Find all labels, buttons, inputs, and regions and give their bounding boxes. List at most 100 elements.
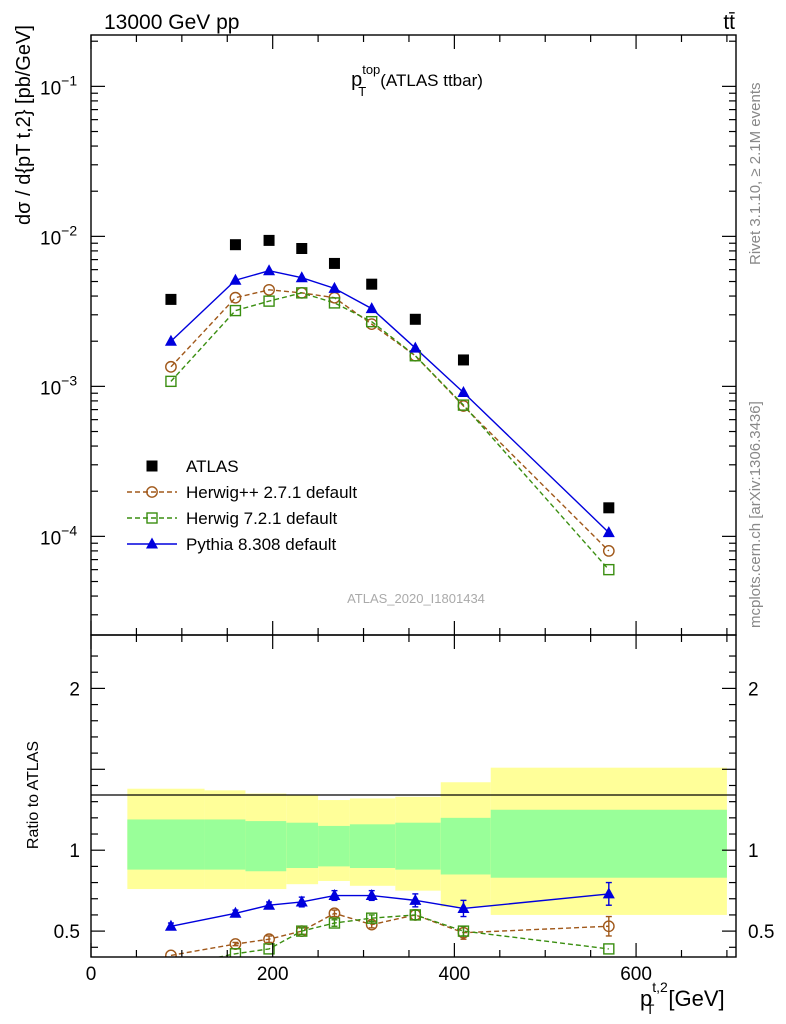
ratio-band-green: [349, 824, 396, 869]
ratio-y-axis-label: Ratio to ATLAS: [25, 741, 42, 849]
ratio-point-herwigpp: [602, 920, 615, 933]
main-point-atlas: [328, 257, 340, 269]
ratio-plot-panel: 0.5 0.5 1 1 2 2 0 200 400 600 Ratio to ATLAS pt,2…: [25, 634, 774, 1017]
ratio-band-green: [245, 821, 287, 872]
ratio-band-green: [286, 822, 319, 869]
main-point-atlas: [366, 278, 378, 290]
ratio-frame: [90, 634, 737, 958]
legend-label-atlas: ATLAS: [186, 457, 239, 476]
ratio-point-herwig7: [296, 925, 308, 937]
x-tick-label: 400: [439, 964, 471, 985]
main-point-atlas: [263, 234, 275, 246]
main-point-pythia: [164, 334, 177, 346]
mcplots-label: mcplots.cern.ch [arXiv:1306.3436]: [747, 401, 764, 628]
main-point-pythia: [365, 302, 378, 314]
ratio-point-pythia: [409, 893, 422, 905]
main-y-tick-label: 10−3: [40, 372, 77, 399]
main-point-herwigpp: [229, 291, 242, 304]
main-point-pythia: [328, 281, 341, 293]
legend-label-pythia: Pythia 8.308 default: [186, 535, 337, 554]
x-tick-label: 0: [86, 964, 97, 985]
main-point-herwig7: [328, 297, 341, 309]
main-point-atlas: [603, 502, 615, 514]
main-point-pythia: [602, 526, 615, 538]
main-series-markers: [164, 234, 615, 576]
main-point-herwigpp: [263, 283, 275, 296]
main-y-tick-label: 10−4: [40, 522, 77, 549]
ratio-band-green: [204, 819, 246, 870]
legend: ATLAS Herwig++ 2.7.1 default Herwig 7.2.1 …: [127, 457, 357, 554]
analysis-label: ATLAS_2020_I1801434: [347, 591, 485, 606]
ratio-y-tick-label: 2: [69, 679, 80, 700]
ratio-point-herwigpp: [165, 949, 177, 957]
ratio-band-green: [395, 822, 441, 870]
ratio-uncertainty-bands: [127, 767, 727, 915]
ratio-point-pythia: [365, 889, 378, 901]
main-point-herwigpp: [165, 360, 177, 373]
ratio-point-herwig7: [328, 917, 341, 929]
main-point-atlas: [409, 313, 421, 325]
ratio-point-herwig7: [603, 943, 615, 955]
main-point-herwig7: [263, 295, 275, 307]
ratio-point-pythia: [263, 898, 276, 910]
x-tick-label: 200: [257, 964, 289, 985]
ratio-point-herwig7: [366, 912, 378, 924]
ratio-point-pythia: [229, 906, 242, 918]
ratio-point-pythia: [328, 889, 341, 901]
main-axes: 10−1 10−2 10−3 10−4: [40, 35, 736, 635]
legend-label-herwigpp: Herwig++ 2.7.1 default: [186, 483, 357, 502]
ratio-band-green: [127, 819, 205, 870]
ratio-band-green: [440, 817, 491, 875]
main-point-pythia: [229, 273, 242, 285]
main-point-herwig7: [457, 399, 470, 411]
ratio-point-pythia: [164, 919, 177, 931]
main-point-herwig7: [165, 375, 177, 388]
ratio-point-herwig7: [166, 962, 176, 972]
ratio-axes: 0.5 0.5 1 1 2 2 0 200 400 600: [54, 635, 774, 985]
main-point-atlas: [165, 293, 177, 305]
main-point-herwigpp: [602, 544, 615, 557]
ratio-y-tick-label-right: 0.5: [748, 922, 774, 943]
main-point-pythia: [409, 341, 422, 353]
x-axis-label: pt,2 T [GeV]: [640, 979, 725, 1017]
ratio-point-herwig7: [229, 948, 242, 957]
main-point-herwig7: [229, 304, 242, 317]
x-tick-label: 600: [620, 964, 652, 985]
main-point-herwig7: [296, 287, 308, 299]
ratio-point-herwig7: [457, 925, 470, 937]
energy-label: 13000 GeV pp: [104, 11, 239, 34]
main-point-herwig7: [366, 315, 378, 328]
ratio-series-markers: [164, 881, 615, 972]
ratio-line-herwig7: [215, 914, 609, 957]
main-point-pythia: [457, 386, 470, 398]
ratio-y-tick-label-right: 1: [748, 841, 759, 862]
ratio-point-pythia: [602, 887, 615, 899]
legend-marker-atlas: [146, 460, 158, 472]
ratio-y-tick-label: 1: [69, 841, 80, 862]
legend-marker-herwig7: [146, 512, 158, 524]
ratio-y-tick-label: 0.5: [54, 922, 80, 943]
process-label: tt̄: [723, 11, 735, 34]
ratio-point-herwig7: [409, 909, 422, 921]
main-point-herwig7: [603, 563, 615, 576]
main-y-tick-label: 10−2: [40, 222, 77, 249]
legend-label-herwig7: Herwig 7.2.1 default: [186, 509, 337, 528]
main-point-atlas: [296, 243, 308, 255]
ratio-point-herwig7: [263, 943, 275, 955]
main-point-pythia: [263, 264, 276, 276]
main-y-tick-label: 10−1: [40, 72, 77, 99]
plot-title: ptop T(ATLAS ttbar): [351, 62, 483, 99]
ratio-point-pythia: [457, 901, 470, 913]
main-y-axis-label: dσ / d{pT t,2} [pb/GeV]: [13, 25, 35, 225]
rivet-version-label: Rivet 3.1.10, ≥ 2.1M events: [747, 83, 764, 266]
ratio-point-pythia: [295, 895, 308, 907]
main-line-herwig7: [170, 292, 610, 571]
legend-marker-pythia: [146, 537, 158, 549]
ratio-y-tick-label-right: 2: [748, 679, 759, 700]
ratio-band-green: [318, 825, 350, 867]
ratio-band-green: [490, 809, 727, 878]
main-point-pythia: [295, 271, 308, 283]
main-plot-panel: 10−1 10−2 10−3 10−4 ptop T(ATLAS ttbar) dσ /…: [13, 25, 737, 636]
legend-marker-herwigpp: [146, 486, 158, 498]
